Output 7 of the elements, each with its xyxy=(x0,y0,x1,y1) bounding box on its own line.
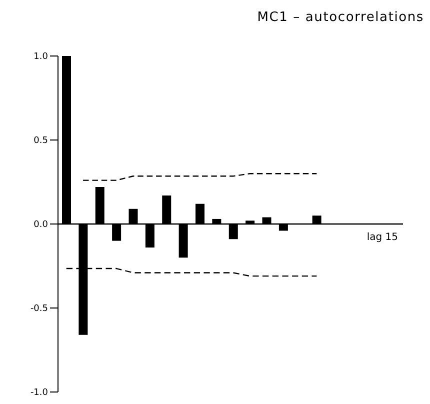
y-tick-label: -0.5 xyxy=(30,304,48,314)
chart-title: MC1 – autocorrelations xyxy=(257,10,424,25)
y-tick-label: -1.0 xyxy=(30,388,48,398)
text: lag 15 xyxy=(366,232,398,243)
y-tick-label: 0.5 xyxy=(34,136,48,146)
y-tick-label: 1.0 xyxy=(34,52,48,62)
y-tick-label: 0.0 xyxy=(34,220,48,230)
